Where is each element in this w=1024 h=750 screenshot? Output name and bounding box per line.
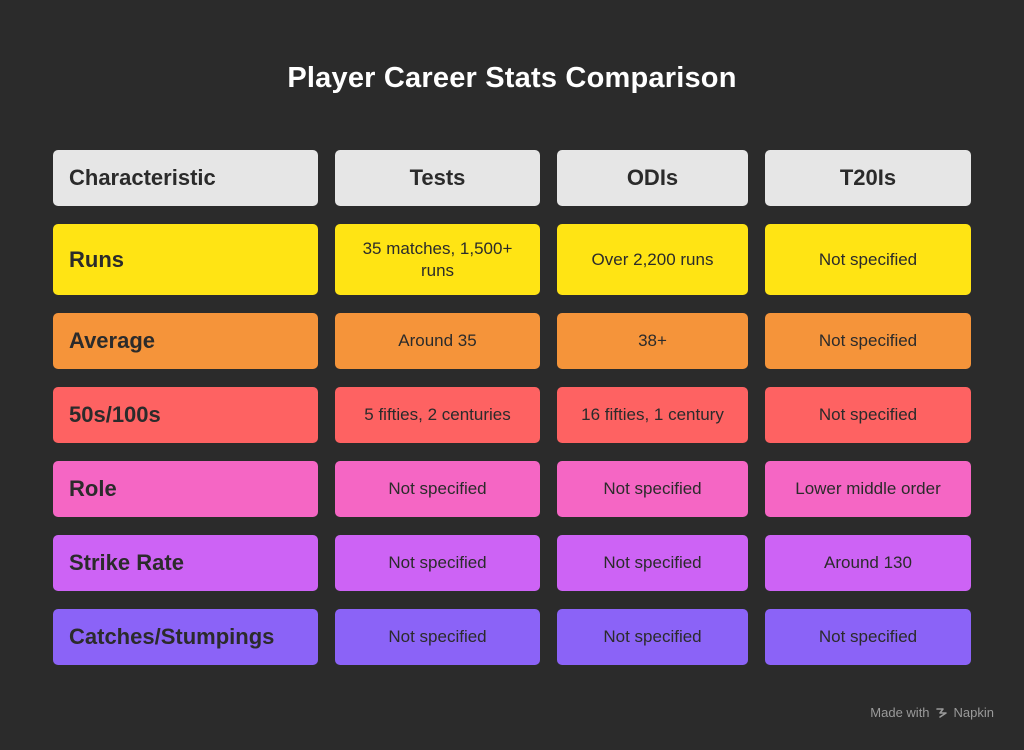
cell-strike-rate-t20is: Around 130 xyxy=(765,535,971,591)
cell-role-tests: Not specified xyxy=(335,461,540,517)
napkin-brand-text: Napkin xyxy=(953,705,994,720)
made-with-text: Made with xyxy=(870,705,930,720)
cell-strike-rate-tests: Not specified xyxy=(335,535,540,591)
cell-catches-stumpings-tests: Not specified xyxy=(335,609,540,665)
header-tests: Tests xyxy=(335,150,540,206)
napkin-attribution[interactable]: Made with Napkin xyxy=(870,705,994,720)
row-label-50s-100s: 50s/100s xyxy=(53,387,318,443)
row-label-runs: Runs xyxy=(53,224,318,295)
napkin-logo-icon xyxy=(935,707,947,718)
cell-average-tests: Around 35 xyxy=(335,313,540,369)
row-label-role: Role xyxy=(53,461,318,517)
row-label-catches-stumpings: Catches/Stumpings xyxy=(53,609,318,665)
header-characteristic: Characteristic xyxy=(53,150,318,206)
cell-50s-100s-odis: 16 fifties, 1 century xyxy=(557,387,748,443)
cell-role-odis: Not specified xyxy=(557,461,748,517)
cell-average-t20is: Not specified xyxy=(765,313,971,369)
chart-title: Player Career Stats Comparison xyxy=(287,62,737,94)
cell-strike-rate-odis: Not specified xyxy=(557,535,748,591)
cell-average-odis: 38+ xyxy=(557,313,748,369)
cell-runs-odis: Over 2,200 runs xyxy=(557,224,748,295)
cell-runs-t20is: Not specified xyxy=(765,224,971,295)
cell-50s-100s-tests: 5 fifties, 2 centuries xyxy=(335,387,540,443)
row-label-strike-rate: Strike Rate xyxy=(53,535,318,591)
row-label-average: Average xyxy=(53,313,318,369)
cell-catches-stumpings-odis: Not specified xyxy=(557,609,748,665)
header-odis: ODIs xyxy=(557,150,748,206)
header-t20is: T20Is xyxy=(765,150,971,206)
cell-50s-100s-t20is: Not specified xyxy=(765,387,971,443)
cell-catches-stumpings-t20is: Not specified xyxy=(765,609,971,665)
cell-role-t20is: Lower middle order xyxy=(765,461,971,517)
cell-runs-tests: 35 matches, 1,500+ runs xyxy=(335,224,540,295)
